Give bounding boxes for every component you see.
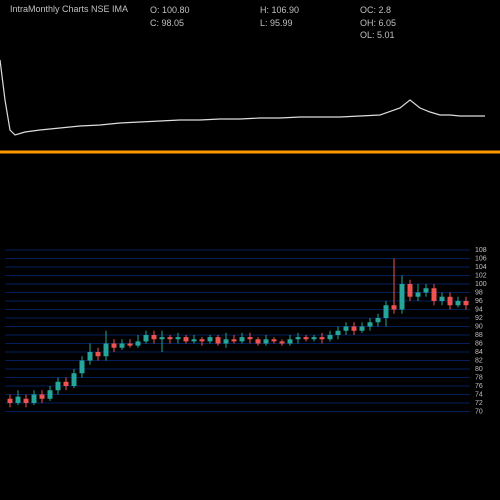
- svg-text:90: 90: [475, 324, 483, 331]
- ohlc-block-2: H: 106.90 L: 95.99: [260, 4, 299, 29]
- c-label: C:: [150, 18, 159, 28]
- chart-title: IntraMonthly Charts NSE IMA: [10, 4, 128, 14]
- h-label: H:: [260, 5, 269, 15]
- svg-text:94: 94: [475, 307, 483, 314]
- svg-text:82: 82: [475, 358, 483, 365]
- oc-value: 2.8: [379, 5, 392, 15]
- svg-text:86: 86: [475, 341, 483, 348]
- svg-text:92: 92: [475, 315, 483, 322]
- svg-text:98: 98: [475, 290, 483, 297]
- chart-container: 108 106104 102100 9896 9492 9088 8684 8280 7876 7…: [0, 0, 500, 500]
- svg-text:72: 72: [475, 400, 483, 407]
- svg-text:80: 80: [475, 366, 483, 373]
- l-value: 95.99: [270, 18, 293, 28]
- o-value: 100.80: [162, 5, 190, 15]
- svg-text:88: 88: [475, 332, 483, 339]
- c-value: 98.05: [162, 18, 185, 28]
- l-label: L:: [260, 18, 268, 28]
- svg-text:106: 106: [475, 256, 487, 263]
- svg-text:102: 102: [475, 273, 487, 280]
- o-label: O:: [150, 5, 160, 15]
- svg-text:76: 76: [475, 383, 483, 390]
- svg-text:70: 70: [475, 409, 483, 416]
- svg-text:96: 96: [475, 298, 483, 305]
- chart-svg: 108 106104 102100 9896 9492 9088 8684 8280 7876 7…: [0, 0, 500, 500]
- ohlc-block-3: OC: 2.8 OH: 6.05 OL: 5.01: [360, 4, 396, 42]
- svg-text:104: 104: [475, 264, 487, 271]
- svg-text:74: 74: [475, 392, 483, 399]
- h-value: 106.90: [272, 5, 300, 15]
- svg-text:78: 78: [475, 375, 483, 382]
- svg-text:100: 100: [475, 281, 487, 288]
- ol-label: OL:: [360, 30, 375, 40]
- oh-value: 6.05: [379, 18, 397, 28]
- ohlc-block-1: O: 100.80 C: 98.05: [150, 4, 190, 29]
- ol-value: 5.01: [377, 30, 395, 40]
- oc-label: OC:: [360, 5, 376, 15]
- svg-text:108: 108: [475, 247, 487, 254]
- svg-text:84: 84: [475, 349, 483, 356]
- oh-label: OH:: [360, 18, 376, 28]
